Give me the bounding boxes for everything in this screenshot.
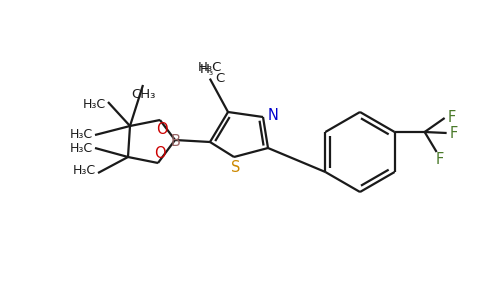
Text: H: H: [200, 63, 210, 76]
Text: O: O: [154, 146, 166, 161]
Text: H₃C: H₃C: [197, 61, 222, 74]
Text: S: S: [231, 160, 241, 175]
Text: O: O: [156, 122, 168, 136]
Text: F: F: [450, 125, 458, 140]
Text: H₃C: H₃C: [70, 128, 93, 142]
Text: B: B: [171, 134, 181, 149]
Text: N: N: [268, 109, 278, 124]
Text: ₃: ₃: [209, 67, 213, 76]
Text: F: F: [448, 110, 456, 125]
Text: H₃C: H₃C: [70, 142, 93, 154]
Text: F: F: [436, 152, 444, 167]
Text: H₃C: H₃C: [83, 98, 106, 110]
Text: H₃C: H₃C: [73, 164, 96, 178]
Text: C: C: [215, 72, 224, 85]
Text: CH₃: CH₃: [131, 88, 155, 101]
